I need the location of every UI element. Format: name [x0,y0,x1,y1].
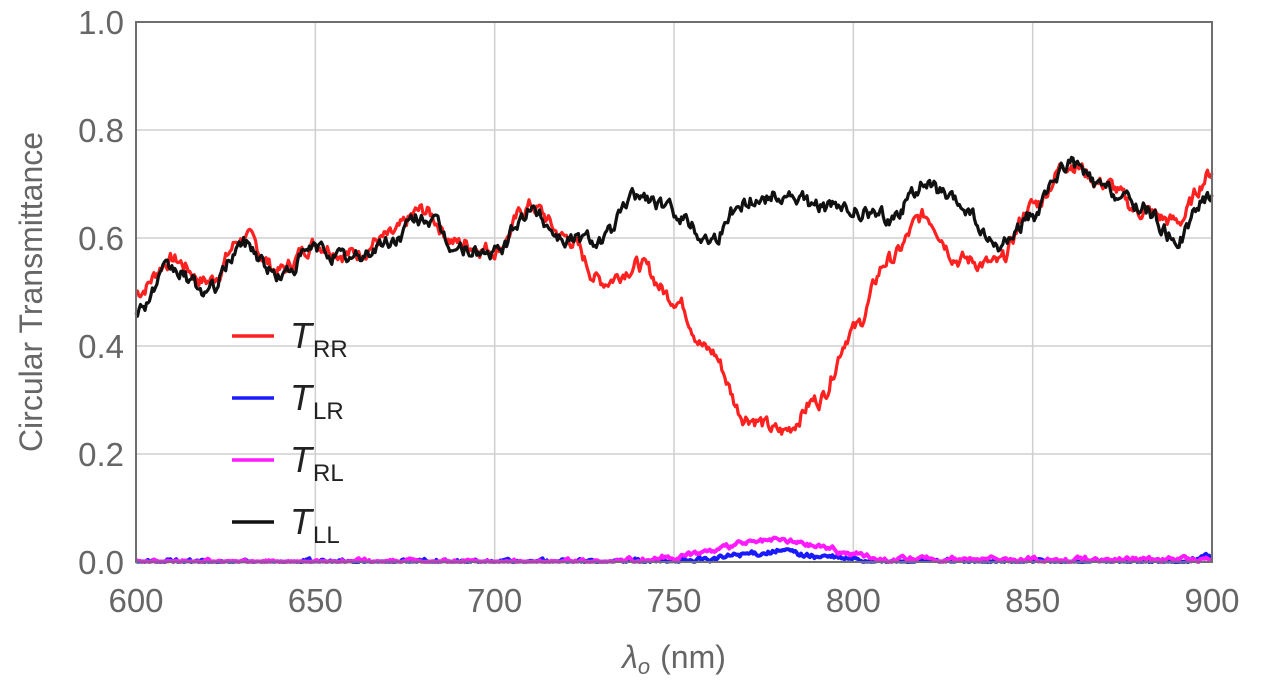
x-tick-label: 750 [646,582,701,619]
y-tick-label: 0.6 [78,220,124,257]
legend-symbol: T [290,377,315,418]
legend-subscript: RR [313,336,348,363]
legend-label-rr: TRR [290,315,348,363]
x-tick-label: 650 [288,582,343,619]
legend-symbol: T [290,501,315,542]
y-tick-label: 0.8 [78,112,124,149]
legend-subscript: RL [313,460,344,487]
legend-symbol: T [290,439,315,480]
x-tick-label: 800 [826,582,881,619]
x-axis-symbol: λ [620,639,638,675]
plot-frame [135,21,1213,563]
axis-ticks: 600 650 700 750 800 850 900 0.0 0.2 0.4 0.6 0.8 1.0 [78,4,1239,619]
legend-label-rl: TRL [290,439,344,487]
legend-subscript: LL [313,522,340,549]
y-tick-label: 0.0 [78,544,124,581]
y-tick-label: 1.0 [78,4,124,41]
series-line-rl [135,535,1214,564]
x-axis-label: λo (nm) [620,639,726,679]
y-axis-label: Circular Transmittance [13,132,49,452]
y-tick-label: 0.2 [78,436,124,473]
legend-label-lr: TLR [290,377,344,425]
legend-subscript: LR [313,398,344,425]
x-axis-symbol-sub: o [638,654,650,679]
series-line-ll [134,155,1214,318]
x-tick-label: 600 [108,582,163,619]
x-tick-label: 900 [1184,582,1239,619]
x-tick-label: 700 [467,582,522,619]
x-axis-unit: (nm) [660,639,726,675]
y-tick-label: 0.4 [78,328,124,365]
legend-label-ll: TLL [290,501,340,549]
legend-symbol: T [290,315,315,356]
x-tick-label: 850 [1005,582,1060,619]
